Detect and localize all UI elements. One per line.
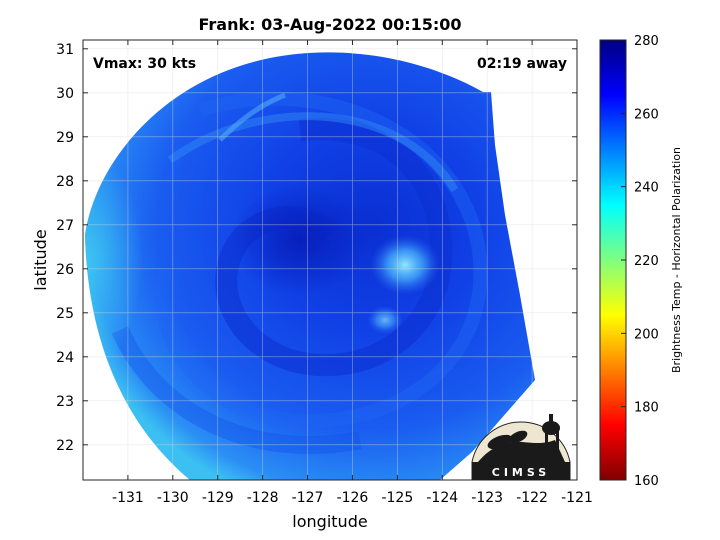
y-tick-label: 29 [56,130,74,146]
y-tick-label: 28 [56,174,74,190]
x-tick-label: -123 [471,490,503,506]
x-tick-label: -129 [202,490,234,506]
colorbar-tick-label: 220 [634,254,659,269]
y-tick-label: 25 [56,306,74,322]
x-axis-ticks: -131 -130 -129 -128 -127 -126 -125 -124 -123 -122… [112,40,593,506]
colorbar-label: Brightness Temp - Horizontal Polarizatio… [670,147,683,373]
colorbar-tick-label: 200 [634,327,659,342]
y-tick-label: 31 [56,42,74,58]
x-tick-label: -128 [247,490,279,506]
plot-frame [82,39,578,481]
x-tick-label: -124 [426,490,458,506]
x-tick-label: -121 [561,490,593,506]
vmax-annotation: Vmax: 30 kts [93,56,196,72]
time-away-annotation: 02:19 away [477,56,567,72]
colorbar-tick-label: 240 [634,181,659,196]
y-tick-label: 27 [56,218,74,234]
colorbar-ticks: 280 260 240 220 200 180 160 [621,34,659,489]
y-tick-label: 23 [56,394,74,410]
x-tick-label: -126 [337,490,369,506]
colorbar: 280 260 240 220 200 180 160 Brightness Temp - … [599,34,683,489]
y-tick-label: 22 [56,438,74,454]
y-axis-label: latitude [31,229,50,290]
x-axis-label: longitude [292,512,367,531]
x-tick-label: -125 [381,490,413,506]
y-tick-label: 26 [56,262,74,278]
logo-text: CIMSS [492,466,550,479]
cimss-logo: CIMSS [471,414,571,481]
y-tick-label: 24 [56,350,74,366]
brightness-temp-swath [85,52,535,480]
colorbar-tick-label: 260 [634,107,659,122]
y-tick-label: 30 [56,86,74,102]
colorbar-tick-label: 180 [634,401,659,416]
x-tick-label: -127 [292,490,324,506]
x-tick-label: -131 [112,490,144,506]
x-tick-label: -130 [157,490,189,506]
x-tick-label: -122 [516,490,548,506]
colorbar-tick-label: 160 [634,474,659,489]
y-axis-ticks: 22 23 24 25 26 27 28 29 30 31 [56,42,577,454]
plot-title: Frank: 03-Aug-2022 00:15:00 [198,15,461,34]
colorbar-tick-label: 280 [634,34,659,49]
